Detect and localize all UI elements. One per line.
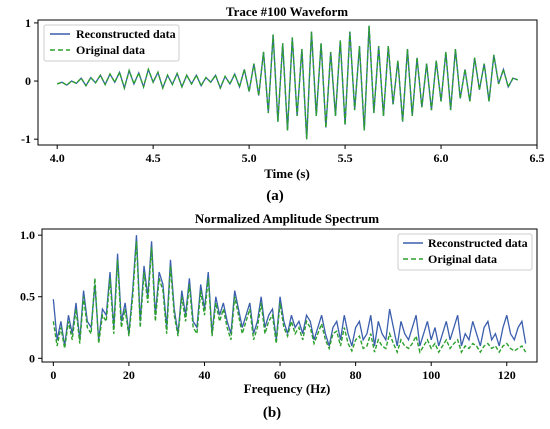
waveform-series: [56, 25, 519, 140]
spectrum-xtick-label: 0: [50, 368, 56, 382]
waveform-xtick-label: 5.0: [242, 151, 257, 165]
spectrum-xlabel: Frequency (Hz): [244, 381, 331, 396]
spectrum-ytick-label: 0.5: [20, 290, 35, 304]
spectrum-original-line: [52, 241, 527, 355]
spectrum-ticks: 0 20 40 60 80 100 120 1.0 0.5 0: [20, 228, 516, 382]
panel-b-label: (b): [263, 405, 281, 421]
legend-original-label: Original data: [428, 252, 497, 266]
spectrum-title: Normalized Amplitude Spectrum: [195, 211, 379, 226]
waveform-chart: Trace #100 Waveform 4.0 4.5 5.0 5.5 6.0 6.5 1 0…: [21, 4, 545, 204]
spectrum-xtick-label: 80: [350, 368, 362, 382]
spectrum-legend-box: [397, 233, 533, 271]
waveform-xtick-label: 4.0: [50, 151, 65, 165]
waveform-title: Trace #100 Waveform: [226, 4, 348, 19]
spectrum-ytick-label: 0: [29, 351, 35, 365]
spectrum-xtick-label: 120: [498, 368, 516, 382]
waveform-ticks: 4.0 4.5 5.0 5.5 6.0 6.5 1 0 -1: [21, 16, 545, 165]
waveform-xtick-label: 5.5: [338, 151, 353, 165]
panel-a-label: (a): [266, 188, 284, 204]
legend-reconstructed-label: Reconstructed data: [76, 27, 176, 41]
spectrum-xtick-label: 20: [123, 368, 135, 382]
waveform-xtick-label: 4.5: [146, 151, 161, 165]
waveform-xlabel: Time (s): [264, 166, 310, 181]
waveform-ytick-label: 1: [25, 16, 31, 30]
waveform-ytick-label: 0: [25, 74, 31, 88]
spectrum-xtick-label: 60: [274, 368, 286, 382]
legend-reconstructed-label: Reconstructed data: [428, 236, 528, 250]
legend-original-label: Original data: [76, 43, 145, 57]
spectrum-series: [52, 235, 527, 355]
spectrum-plot-frame: [41, 228, 538, 363]
waveform-legend-box: [43, 24, 180, 62]
spectrum-ytick-label: 1.0: [20, 228, 35, 242]
spectrum-legend: Reconstructed data Original data: [397, 233, 533, 271]
waveform-xtick-label: 6.0: [434, 151, 449, 165]
spectrum-xtick-label: 40: [198, 368, 210, 382]
spectrum-chart: Normalized Amplitude Spectrum 0 20 40 60 80 1…: [20, 211, 538, 421]
waveform-ytick-label: -1: [21, 132, 31, 146]
waveform-original-line: [56, 25, 519, 140]
waveform-legend: Reconstructed data Original data: [43, 24, 180, 62]
waveform-xtick-label: 6.5: [530, 151, 545, 165]
spectrum-xtick-label: 100: [422, 368, 440, 382]
waveform-plot-frame: [37, 19, 538, 146]
